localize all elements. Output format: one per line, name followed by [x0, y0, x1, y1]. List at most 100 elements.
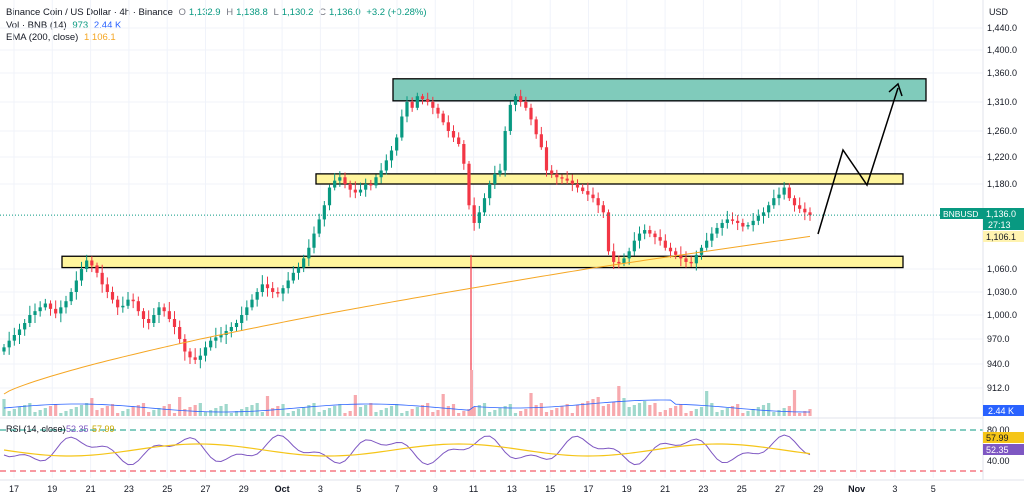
rsi-ma-line	[3, 443, 811, 457]
x-tick-12: 11	[469, 484, 478, 494]
volume-bar-8	[43, 408, 47, 416]
volume-bar-33	[172, 413, 177, 416]
high-label: H	[226, 7, 234, 18]
volume-bar-82	[426, 403, 430, 416]
volume-bar-52	[271, 408, 275, 416]
candle-body-38	[198, 355, 202, 360]
volume-bar-85	[441, 394, 445, 416]
candle-body-46	[240, 315, 244, 323]
volume-bar-119	[617, 386, 621, 416]
x-tick-6: 29	[239, 484, 249, 494]
low-label: L	[273, 7, 279, 18]
price-tag-value: 1,136.0	[986, 209, 1016, 219]
volume-bar-21	[110, 404, 115, 416]
volume-bar-115	[596, 397, 600, 416]
y-tick-0: 1,440.0	[987, 23, 1017, 33]
x-tick-8: 3	[318, 484, 323, 494]
legend-line-1: Binance Coin / US Dollar · 4h · Binance …	[6, 7, 430, 18]
volume-bar-152	[787, 406, 791, 416]
candle-body-9	[48, 303, 53, 309]
candle-body-7	[38, 307, 42, 312]
candle-body-150	[777, 194, 781, 199]
candle-body-49	[255, 292, 259, 300]
candle-body-156	[808, 212, 812, 216]
volume-bar-144	[746, 411, 750, 416]
volume-bar-58	[302, 407, 306, 416]
candle-body-36	[188, 351, 192, 358]
candle-body-132	[684, 258, 688, 262]
y-tick-11: 940.0	[987, 359, 1010, 369]
volume-bar-76	[395, 404, 399, 416]
volume-bar-155	[803, 411, 807, 416]
volume-bar-154	[798, 413, 802, 416]
candle-body-99	[513, 96, 518, 105]
candle-body-70	[364, 184, 368, 190]
volume-bar-140	[725, 408, 729, 416]
volume-bar-43	[224, 404, 228, 416]
candle-body-143	[741, 222, 745, 227]
volume-bar-138	[715, 412, 719, 416]
candle-body-60	[312, 233, 316, 248]
volume-bar-61	[317, 412, 321, 416]
rsi-legend-value-1: 52.35	[66, 424, 89, 434]
candle-body-129	[668, 247, 673, 252]
volume-bar-90	[467, 409, 471, 416]
volume-bar-2	[12, 409, 16, 416]
candle-body-116	[601, 205, 605, 213]
volume-bar-91	[472, 407, 476, 416]
y-tick-2: 1,360.0	[987, 68, 1017, 78]
candle-body-144	[746, 225, 750, 227]
candle-body-14	[74, 280, 78, 292]
volume-bar-148	[767, 403, 771, 416]
candle-body-110	[570, 180, 574, 184]
symbol-tag-text: BNBUSD	[943, 209, 978, 219]
candle-body-3	[17, 329, 22, 335]
volume-bar-127	[658, 412, 662, 416]
candle-body-97	[503, 131, 507, 171]
candle-body-100	[519, 96, 523, 102]
x-tick-22: Nov	[848, 484, 865, 494]
volume-bar-70	[364, 405, 368, 416]
candle-body-57	[296, 267, 301, 273]
volume-bar-48	[250, 405, 254, 416]
volume-bar-9	[48, 406, 53, 416]
candle-body-142	[736, 220, 740, 223]
rsi-ma-tag-bg	[983, 432, 1024, 443]
legend-line-3: EMA (200, close) 1,106.1	[6, 32, 119, 43]
y-tick-7: 1,060.0	[987, 264, 1017, 274]
volume-bar-6	[33, 412, 37, 416]
candle-body-16	[85, 260, 89, 269]
volume-bar-114	[591, 399, 595, 416]
volume-bar-55	[286, 413, 290, 416]
x-tick-15: 17	[583, 484, 593, 494]
volume-bar-109	[565, 404, 569, 416]
y-tick-12: 912.0	[987, 383, 1010, 393]
candle-body-19	[100, 272, 104, 285]
volume-tag-value: 2.44 K	[988, 406, 1014, 416]
volume-bar-4	[23, 405, 27, 416]
candle-body-115	[596, 198, 600, 206]
volume-bar-95	[493, 410, 497, 416]
candle-body-29	[152, 315, 156, 323]
candle-body-10	[54, 308, 58, 314]
candle-body-8	[43, 303, 47, 308]
candle-body-23	[121, 305, 125, 308]
candle-body-81	[420, 96, 425, 100]
candle-body-83	[431, 102, 435, 108]
volume-bar-53	[276, 406, 280, 416]
volume-bar-92	[477, 405, 481, 416]
y-tick-1: 1,400.0	[987, 45, 1017, 55]
volume-bar-80	[415, 407, 419, 416]
candle-body-21	[110, 292, 115, 300]
rsi-legend-value-2: 57.99	[92, 424, 115, 434]
volume-bar-132	[684, 413, 688, 416]
volume-label: Vol · BNB (14)	[6, 20, 67, 31]
volume-bar-94	[488, 412, 492, 416]
candle-body-121	[627, 251, 631, 259]
candle-body-120	[622, 258, 626, 264]
candle-body-61	[317, 219, 321, 234]
x-tick-23: 3	[892, 484, 897, 494]
volume-bar-100	[519, 411, 523, 416]
candle-body-102	[529, 107, 533, 120]
